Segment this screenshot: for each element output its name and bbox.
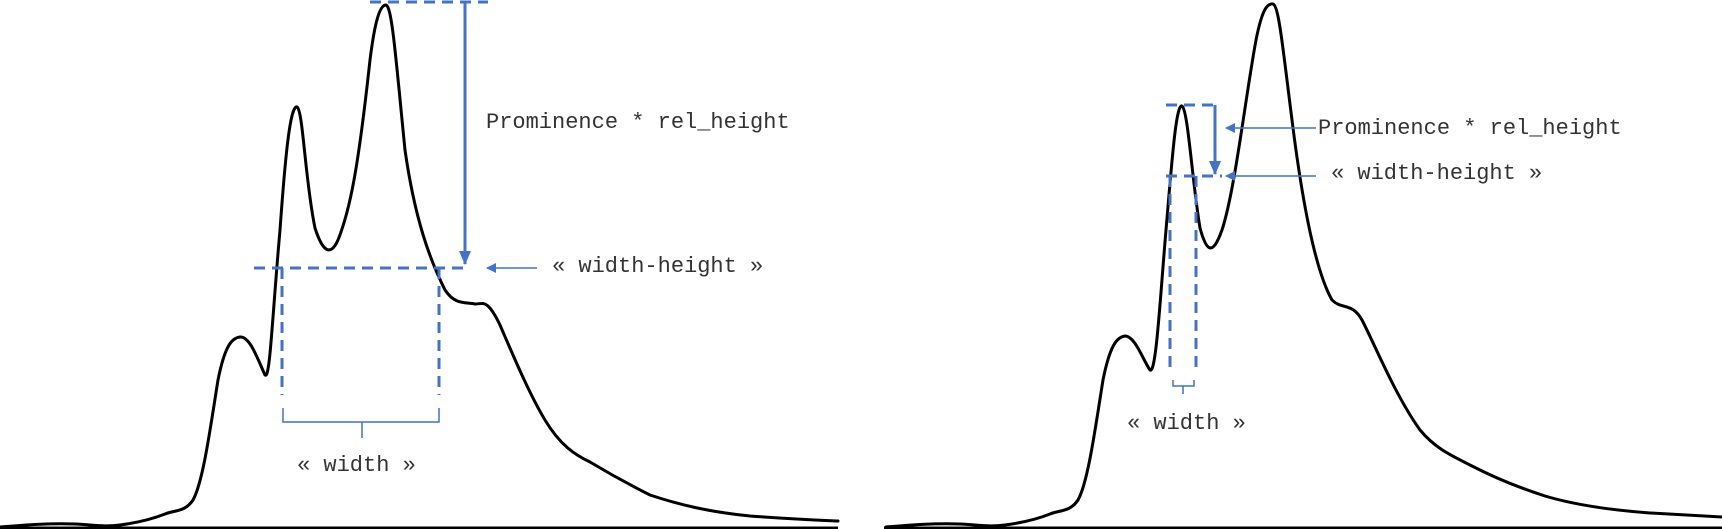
right-panel: Prominence * rel_height « width-height »…: [884, 2, 1722, 529]
left-signal-curve: [0, 3, 840, 529]
right-width-label: « width »: [1127, 411, 1246, 436]
right-width-height-label: « width-height »: [1331, 161, 1542, 186]
right-signal-curve: [884, 2, 1722, 529]
left-panel: Prominence * rel_height « width-height »…: [0, 0, 840, 529]
left-prominence-label: Prominence * rel_height: [486, 110, 790, 135]
right-width-brace: [1172, 380, 1195, 394]
left-width-brace: [282, 408, 440, 438]
right-prominence-label: Prominence * rel_height: [1318, 116, 1622, 141]
left-width-height-label: « width-height »: [552, 254, 763, 279]
left-width-label: « width »: [297, 453, 416, 478]
